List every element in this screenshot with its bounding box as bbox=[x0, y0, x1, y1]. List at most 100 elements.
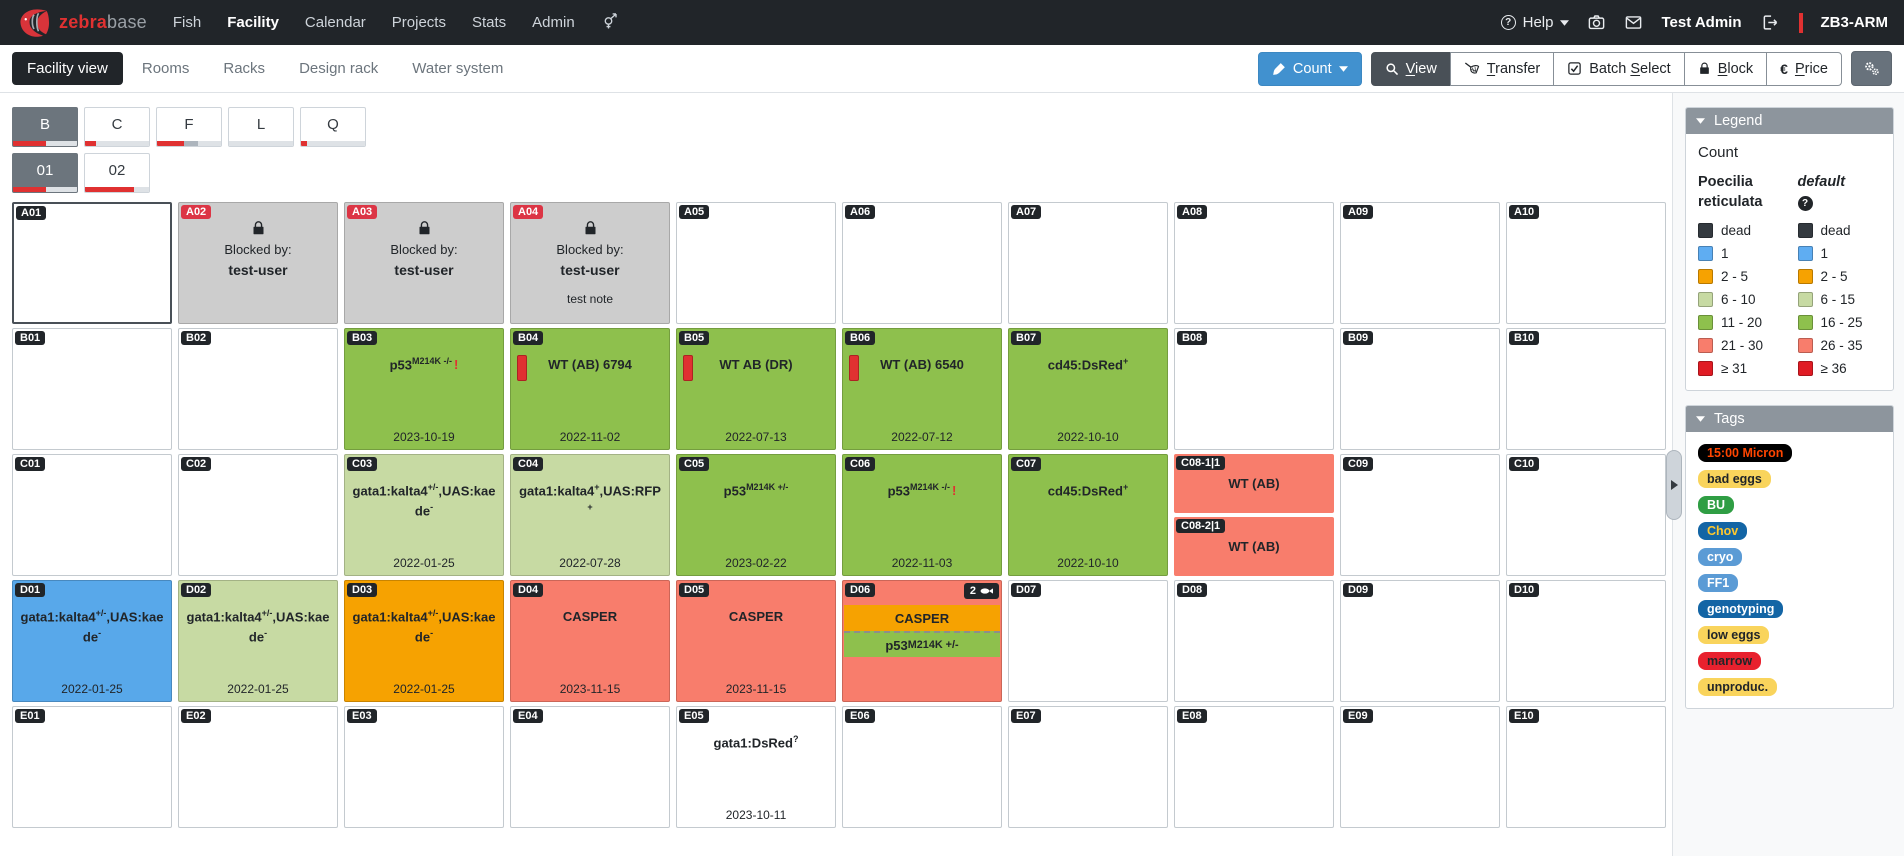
rack-tab-b[interactable]: B bbox=[12, 107, 78, 147]
sidebar-collapse-handle[interactable] bbox=[1666, 450, 1682, 520]
tank-e05[interactable]: E05 gata1:DsRed? 2023-10-11 bbox=[676, 706, 836, 828]
tank-d03[interactable]: D03 gata1:kalta4+/-,UAS:kaede- 2022-01-25 bbox=[344, 580, 504, 702]
view-button[interactable]: View bbox=[1370, 51, 1451, 86]
tank-band[interactable]: CASPER bbox=[844, 605, 1000, 631]
tank-b03[interactable]: B03 p53M214K -/-! 2023-10-19 bbox=[344, 328, 504, 450]
tank-a05[interactable]: A05 bbox=[676, 202, 836, 324]
rack-tab-f[interactable]: F bbox=[156, 107, 222, 147]
tank-b09[interactable]: B09 bbox=[1340, 328, 1500, 450]
tank-band[interactable]: p53 M214K +/- bbox=[844, 631, 1000, 657]
tag-bad-eggs[interactable]: bad eggs bbox=[1698, 470, 1771, 488]
tank-a01[interactable]: A01 bbox=[12, 202, 172, 324]
tank-b05[interactable]: B05 WT AB (DR) 2022-07-13 bbox=[676, 328, 836, 450]
tank-c05[interactable]: C05 p53M214K +/- 2023-02-22 bbox=[676, 454, 836, 576]
tank-d10[interactable]: D10 bbox=[1506, 580, 1666, 702]
tag-genotyping[interactable]: genotyping bbox=[1698, 600, 1784, 618]
tag-chov[interactable]: Chov bbox=[1698, 522, 1748, 540]
tank-a06[interactable]: A06 bbox=[842, 202, 1002, 324]
tank-e02[interactable]: E02 bbox=[178, 706, 338, 828]
tank-b08[interactable]: B08 bbox=[1174, 328, 1334, 450]
logout-icon[interactable] bbox=[1760, 13, 1779, 32]
tank-c06[interactable]: C06 p53M214K -/-! 2022-11-03 bbox=[842, 454, 1002, 576]
tank-b06[interactable]: B06 WT (AB) 6540 2022-07-12 bbox=[842, 328, 1002, 450]
tank-e07[interactable]: E07 bbox=[1008, 706, 1168, 828]
rack-side-tab-01[interactable]: 01 bbox=[12, 153, 78, 193]
tank-c02[interactable]: C02 bbox=[178, 454, 338, 576]
tank-e09[interactable]: E09 bbox=[1340, 706, 1500, 828]
help-menu[interactable]: ? Help bbox=[1500, 14, 1570, 31]
tank-c07[interactable]: C07 cd45:DsRed+ 2022-10-10 bbox=[1008, 454, 1168, 576]
tag-bu[interactable]: BU bbox=[1698, 496, 1735, 514]
tank-b07[interactable]: B07 cd45:DsRed+ 2022-10-10 bbox=[1008, 328, 1168, 450]
tank-e08[interactable]: E08 bbox=[1174, 706, 1334, 828]
batch-select-button[interactable]: Batch Select bbox=[1553, 51, 1685, 86]
tank-b02[interactable]: B02 bbox=[178, 328, 338, 450]
tank-c09[interactable]: C09 bbox=[1340, 454, 1500, 576]
help-icon[interactable]: ? bbox=[1797, 195, 1813, 211]
tank-e01[interactable]: E01 bbox=[12, 706, 172, 828]
rack-tab-q[interactable]: Q bbox=[300, 107, 366, 147]
transfer-button[interactable]: Transfer bbox=[1449, 51, 1555, 86]
tank-d01[interactable]: D01 gata1:kalta4+/-,UAS:kaede- 2022-01-25 bbox=[12, 580, 172, 702]
rack-side-tab-02[interactable]: 02 bbox=[84, 153, 150, 193]
nav-item-facility[interactable]: Facility bbox=[227, 14, 279, 31]
tag-15-00-micron[interactable]: 15:00 Micron bbox=[1698, 444, 1793, 462]
rack-tab-c[interactable]: C bbox=[84, 107, 150, 147]
rack-tab-l[interactable]: L bbox=[228, 107, 294, 147]
tank-a07[interactable]: A07 bbox=[1008, 202, 1168, 324]
tank-c01[interactable]: C01 bbox=[12, 454, 172, 576]
user-menu[interactable]: Test Admin bbox=[1661, 14, 1742, 31]
nav-item-calendar[interactable]: Calendar bbox=[304, 14, 366, 31]
brand-logo[interactable]: zebrabase bbox=[16, 5, 147, 41]
tank-b10[interactable]: B10 bbox=[1506, 328, 1666, 450]
tank-d06[interactable]: D06 2 CASPER p53 M214K +/- bbox=[842, 580, 1002, 702]
tag-cryo[interactable]: cryo bbox=[1698, 548, 1743, 566]
nav-item-gender[interactable] bbox=[601, 12, 619, 34]
tank-d07[interactable]: D07 bbox=[1008, 580, 1168, 702]
tank-d04[interactable]: D04 CASPER 2023-11-15 bbox=[510, 580, 670, 702]
tab-rooms[interactable]: Rooms bbox=[141, 60, 190, 77]
mail-icon[interactable] bbox=[1624, 13, 1643, 32]
subtank-c08-2-1[interactable]: C08-2|1 WT (AB) bbox=[1174, 517, 1334, 576]
tag-ff1[interactable]: FF1 bbox=[1698, 574, 1739, 592]
tank-a04[interactable]: A04 Blocked by: test-user test note bbox=[510, 202, 670, 324]
tank-a09[interactable]: A09 bbox=[1340, 202, 1500, 324]
tag-low-eggs[interactable]: low eggs bbox=[1698, 626, 1770, 644]
tags-panel-header[interactable]: Tags bbox=[1686, 406, 1893, 432]
tank-b04[interactable]: B04 WT (AB) 6794 2022-11-02 bbox=[510, 328, 670, 450]
nav-item-projects[interactable]: Projects bbox=[391, 14, 446, 31]
tag-marrow[interactable]: marrow bbox=[1698, 652, 1762, 670]
tank-d02[interactable]: D02 gata1:kalta4+/-,UAS:kaede- 2022-01-25 bbox=[178, 580, 338, 702]
settings-button[interactable] bbox=[1851, 51, 1892, 86]
tab-water-system[interactable]: Water system bbox=[412, 60, 504, 77]
tab-design-rack[interactable]: Design rack bbox=[299, 60, 379, 77]
tank-e10[interactable]: E10 bbox=[1506, 706, 1666, 828]
legend-panel-header[interactable]: Legend bbox=[1686, 108, 1893, 134]
nav-item-fish[interactable]: Fish bbox=[172, 14, 202, 31]
nav-item-stats[interactable]: Stats bbox=[471, 14, 507, 31]
tank-a08[interactable]: A08 bbox=[1174, 202, 1334, 324]
tank-a10[interactable]: A10 bbox=[1506, 202, 1666, 324]
tank-b01[interactable]: B01 bbox=[12, 328, 172, 450]
tank-e06[interactable]: E06 bbox=[842, 706, 1002, 828]
price-button[interactable]: € Price bbox=[1766, 51, 1842, 86]
camera-icon[interactable] bbox=[1587, 13, 1606, 32]
tank-e03[interactable]: E03 bbox=[344, 706, 504, 828]
tank-c03[interactable]: C03 gata1:kalta4+/-,UAS:kaede- 2022-01-25 bbox=[344, 454, 504, 576]
tab-facility-view[interactable]: Facility view bbox=[12, 52, 123, 85]
tank-a03[interactable]: A03 Blocked by: test-user bbox=[344, 202, 504, 324]
tab-racks[interactable]: Racks bbox=[223, 60, 266, 77]
tank-c10[interactable]: C10 bbox=[1506, 454, 1666, 576]
nav-item-admin[interactable]: Admin bbox=[532, 14, 575, 31]
tank-c08[interactable]: C08-1|1 WT (AB) C08-2|1 WT (AB) bbox=[1174, 454, 1334, 576]
tank-d08[interactable]: D08 bbox=[1174, 580, 1334, 702]
tank-d05[interactable]: D05 CASPER 2023-11-15 bbox=[676, 580, 836, 702]
tank-e04[interactable]: E04 bbox=[510, 706, 670, 828]
block-button[interactable]: Block bbox=[1683, 51, 1768, 86]
tank-c04[interactable]: C04 gata1:kalta4+,UAS:RFP+ 2022-07-28 bbox=[510, 454, 670, 576]
subtank-c08-1-1[interactable]: C08-1|1 WT (AB) bbox=[1174, 454, 1334, 513]
count-button[interactable]: Count bbox=[1257, 51, 1362, 86]
tag-unproduc[interactable]: unproduc. bbox=[1698, 678, 1778, 696]
tank-a02[interactable]: A02 Blocked by: test-user bbox=[178, 202, 338, 324]
tank-d09[interactable]: D09 bbox=[1340, 580, 1500, 702]
